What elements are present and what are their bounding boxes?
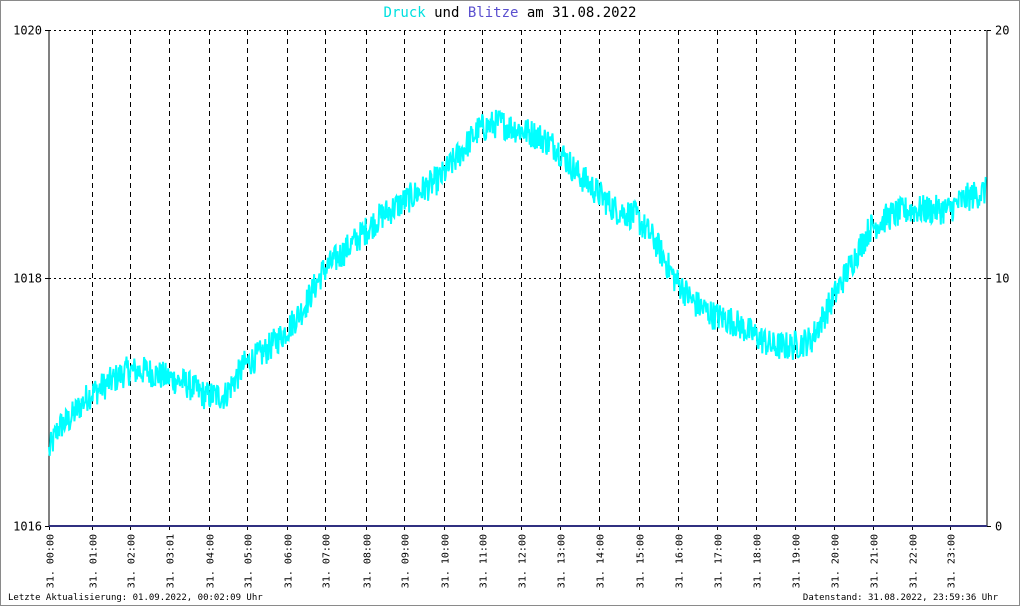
left-tick-label: 1016 xyxy=(13,520,42,534)
x-tick-label: 31. 21:00 xyxy=(870,534,881,588)
x-tick-label: 31. 11:00 xyxy=(479,534,490,588)
x-tick-label: 31. 08:00 xyxy=(363,534,374,588)
x-tick-label: 31. 19:00 xyxy=(792,534,803,588)
x-tick-label: 31. 22:00 xyxy=(909,534,920,588)
x-tick-label: 31. 23:00 xyxy=(947,534,958,588)
right-tick-label: 20 xyxy=(995,24,1009,38)
x-tick-label: 31. 05:00 xyxy=(244,534,255,588)
x-tick-label: 31. 20:00 xyxy=(831,534,842,588)
title-blitze: Blitze xyxy=(467,5,519,21)
x-tick-label: 31. 00:00 xyxy=(46,534,57,588)
x-tick-label: 31. 12:00 xyxy=(518,534,529,588)
druck-series-line xyxy=(48,109,987,456)
x-tick-label: 31. 17:00 xyxy=(714,534,725,588)
x-tick-label: 31. 15:00 xyxy=(636,534,647,588)
left-tick-label: 1020 xyxy=(13,24,42,38)
x-tick-label: 31. 10:00 xyxy=(441,534,452,588)
last-update-text: Letzte Aktualisierung: 01.09.2022, 00:02… xyxy=(8,593,263,603)
right-tick-label: 0 xyxy=(995,520,1002,534)
x-tick-label: 31. 18:00 xyxy=(753,534,764,588)
x-tick-label: 31. 06:00 xyxy=(284,534,295,588)
x-tick-label: 31. 04:00 xyxy=(206,534,217,588)
title-druck: Druck xyxy=(383,5,426,21)
x-tick-label: 31. 07:00 xyxy=(322,534,333,588)
data-status-text: Datenstand: 31.08.2022, 23:59:36 Uhr xyxy=(802,593,998,603)
right-tick-label: 10 xyxy=(995,272,1009,286)
x-tick-label: 31. 13:00 xyxy=(557,534,568,588)
x-tick-label: 31. 02:00 xyxy=(127,534,138,588)
chart-title: Druck und Blitze am 31.08.2022 xyxy=(0,5,1020,21)
x-tick-label: 31. 16:00 xyxy=(675,534,686,588)
x-tick-label: 31. 03:01 xyxy=(166,534,177,588)
left-tick-label: 1018 xyxy=(13,272,42,286)
x-tick-label: 31. 01:00 xyxy=(89,534,100,588)
x-tick-label: 31. 09:00 xyxy=(401,534,412,588)
title-und: und xyxy=(434,5,460,21)
title-date: am 31.08.2022 xyxy=(526,5,637,21)
x-tick-label: 31. 14:00 xyxy=(596,534,607,588)
